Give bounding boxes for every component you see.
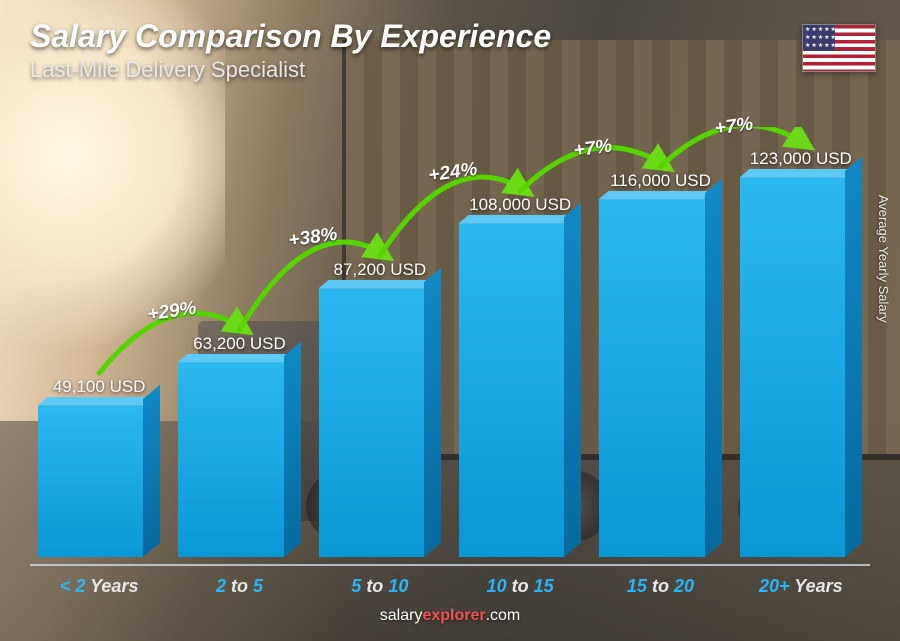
bar bbox=[178, 362, 300, 557]
bars-container: 49,100 USD 63,200 USD 87,200 USD 108,000 US… bbox=[30, 127, 870, 557]
footer-site: salaryexplorer.com bbox=[30, 601, 870, 625]
x-axis-label: 5 to 10 bbox=[319, 576, 441, 597]
x-axis: < 2 Years 2 to 5 5 to 10 10 to 15 15 to 20 20… bbox=[30, 564, 870, 597]
bar-wrap: 87,200 USD bbox=[319, 260, 441, 557]
bar-wrap: 116,000 USD bbox=[599, 171, 721, 557]
bar-wrap: 49,100 USD bbox=[38, 377, 160, 557]
site-prefix: salary bbox=[380, 607, 423, 624]
bar bbox=[599, 199, 721, 557]
x-axis-label: 2 to 5 bbox=[178, 576, 300, 597]
chart-subtitle: Last-Mile Delivery Specialist bbox=[30, 57, 870, 83]
bar-value-label: 49,100 USD bbox=[53, 377, 146, 397]
bar bbox=[319, 288, 441, 557]
bar-value-label: 87,200 USD bbox=[334, 260, 427, 280]
bar bbox=[740, 177, 862, 557]
bar-wrap: 63,200 USD bbox=[178, 334, 300, 557]
header: Salary Comparison By Experience Last-Mil… bbox=[30, 18, 870, 83]
x-axis-label: 15 to 20 bbox=[599, 576, 721, 597]
bar bbox=[38, 405, 160, 557]
country-flag-us bbox=[802, 24, 876, 72]
y-axis-label: Average Yearly Salary bbox=[877, 195, 892, 323]
bar bbox=[459, 223, 581, 557]
bar-value-label: 123,000 USD bbox=[750, 149, 852, 169]
x-axis-label: < 2 Years bbox=[38, 576, 160, 597]
chart-area: 49,100 USD 63,200 USD 87,200 USD 108,000 US… bbox=[30, 91, 870, 601]
bar-value-label: 116,000 USD bbox=[610, 171, 711, 191]
bar-value-label: 63,200 USD bbox=[193, 334, 286, 354]
chart-title: Salary Comparison By Experience bbox=[30, 18, 870, 55]
x-axis-label: 20+ Years bbox=[740, 576, 862, 597]
bar-value-label: 108,000 USD bbox=[469, 195, 571, 215]
x-axis-label: 10 to 15 bbox=[459, 576, 581, 597]
bar-wrap: 108,000 USD bbox=[459, 195, 581, 557]
site-accent: explorer bbox=[422, 607, 485, 624]
site-suffix: .com bbox=[486, 607, 521, 624]
bar-wrap: 123,000 USD bbox=[740, 149, 862, 557]
